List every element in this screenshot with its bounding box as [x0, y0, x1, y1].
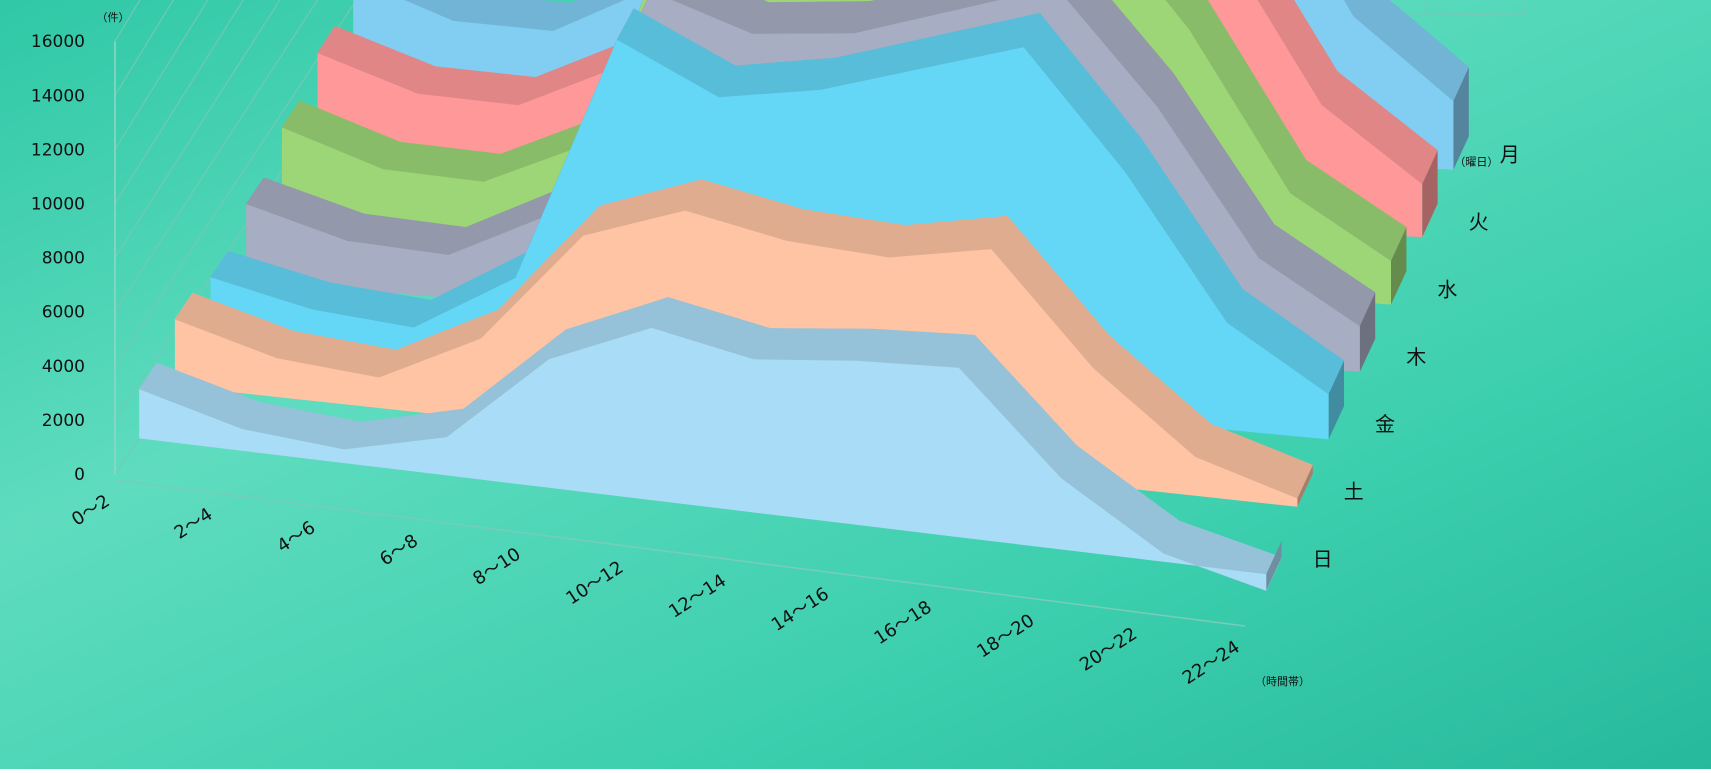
series-front-face — [139, 327, 1267, 591]
y-tick-label: 4000 — [42, 357, 85, 377]
x-axis-label: （時間帯） — [1255, 675, 1310, 688]
side-gridline — [114, 0, 358, 367]
y-unit-label: （件） — [97, 11, 130, 24]
z-axis-label: （曜日） — [1454, 156, 1498, 169]
series-label: 日 — [1313, 547, 1333, 571]
series-label: 火 — [1469, 210, 1489, 234]
series-end-cap — [1297, 465, 1313, 507]
y-tick-label: 6000 — [42, 303, 85, 323]
series-ribbon-0 — [138, 296, 1283, 591]
side-gridline — [114, 0, 209, 150]
x-axis-line — [114, 479, 1246, 627]
series-top-surface — [1343, 0, 1362, 18]
series-end-cap — [1266, 540, 1282, 591]
series-top-surface — [855, 328, 976, 369]
y-tick-label: 12000 — [31, 140, 85, 160]
y-tick-label: 16000 — [31, 32, 85, 52]
series-label: 土 — [1344, 480, 1364, 504]
y-tick-label: 0 — [74, 465, 85, 485]
series-end-cap — [1359, 292, 1376, 372]
series-end-cap — [1453, 67, 1469, 170]
series-end-cap — [1328, 360, 1344, 440]
y-tick-label: 14000 — [31, 86, 85, 106]
side-gridline — [114, 0, 281, 258]
series-top-surface — [751, 1, 871, 35]
series-label: 水 — [1437, 277, 1457, 301]
y-tick-label: 2000 — [42, 411, 85, 431]
side-gridline — [114, 0, 175, 96]
series-end-cap — [1391, 227, 1407, 305]
series-label: 木 — [1406, 345, 1426, 369]
series-end-cap — [1422, 150, 1438, 238]
side-gridline — [114, 0, 245, 204]
series-layer — [138, 0, 1470, 591]
series-top-surface — [954, 0, 1001, 11]
series-label: 月 — [1500, 143, 1520, 167]
series-top-surface — [1165, 0, 1204, 31]
side-gridline — [114, 0, 319, 313]
series-label: 金 — [1375, 412, 1395, 436]
y-tick-label: 8000 — [42, 249, 85, 269]
y-tick-label: 10000 — [31, 195, 85, 215]
series-top-surface — [753, 328, 874, 362]
